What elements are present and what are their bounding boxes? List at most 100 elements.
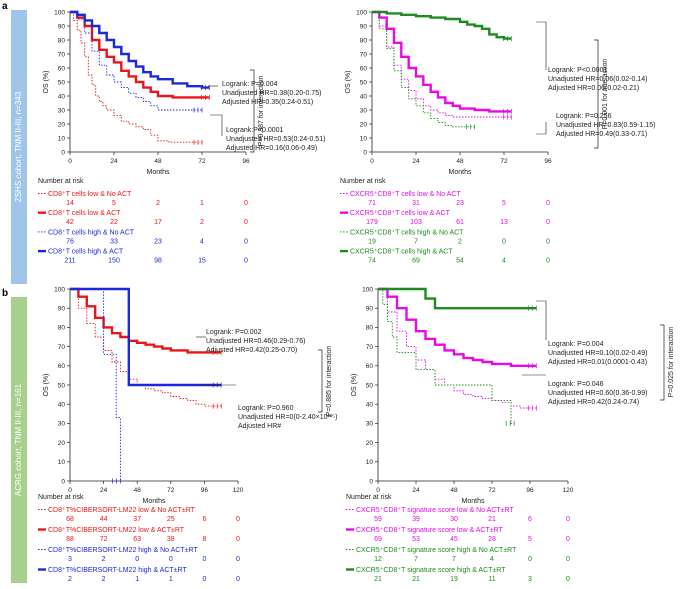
interaction-label: P=0.001 for interaction — [602, 59, 609, 130]
risk-count: 39 — [412, 516, 420, 523]
annotation-line-1-2: Unadjusted HR=0.38(0.20-0.75) — [222, 90, 321, 97]
km-curve-3 — [372, 11, 475, 128]
y-tick-label: 30 — [366, 421, 374, 428]
y-tick-label: 0 — [61, 478, 65, 485]
risk-count: 0 — [135, 556, 139, 563]
annotation-line-2-2: Unadjusted HR=0.83(0.59-1.15) — [556, 122, 655, 129]
y-tick-label: 70 — [58, 51, 66, 58]
km-curve-2 — [378, 287, 537, 367]
y-tick-label: 40 — [360, 93, 368, 100]
risk-count: 76 — [66, 238, 74, 245]
y-tick-label: 70 — [366, 344, 374, 351]
risk-count: 59 — [374, 516, 382, 523]
risk-count: 15 — [198, 258, 206, 265]
risk-count: 98 — [154, 258, 162, 265]
risk-row-label: CD8⁺T%CIBERSORT-LM22 high & No ACT±RT — [48, 547, 198, 554]
risk-count: 11 — [488, 576, 495, 583]
annotation-leader — [210, 114, 223, 136]
y-tick-label: 20 — [366, 440, 374, 447]
risk-count: 6 — [202, 516, 206, 523]
y-tick-label: 70 — [58, 344, 66, 351]
risk-count: 69 — [412, 258, 420, 265]
risk-row-label: CXCR5⁺CD8⁺T signature score low & ACT±RT — [356, 527, 503, 534]
risk-count: 7 — [414, 556, 418, 563]
risk-row-label: CD8⁺T cells low & ACT — [48, 210, 121, 217]
risk-count: 42 — [66, 219, 74, 226]
risk-count: 211 — [64, 258, 75, 265]
risk-count: 1 — [200, 200, 204, 207]
risk-row-label: CXCR5⁺CD8⁺T signature score high & No AC… — [356, 547, 517, 554]
risk-count: 0 — [244, 219, 248, 226]
y-tick-label: 90 — [58, 23, 66, 30]
risk-row-label: CD8⁺T%CIBERSORT-LM22 high & ACT±RT — [48, 567, 187, 574]
annotation-line-2-2: Unadjusted HR=0(0-2.40×10²²⁵) — [238, 414, 337, 421]
annotation-line-1-2: Unadjusted HR=0.46(0.29-0.76) — [206, 338, 305, 345]
risk-count: 23 — [154, 238, 162, 245]
y-tick-label: 40 — [58, 93, 66, 100]
cohort-label-a: ZSHS cohort, TNM II-III, n=343 — [14, 91, 23, 202]
y-tick-label: 100 — [356, 9, 367, 16]
risk-count: 68 — [66, 516, 74, 523]
y-tick-label: 20 — [58, 440, 66, 447]
y-tick-label: 0 — [61, 149, 65, 156]
x-tick-label: 0 — [370, 158, 374, 165]
y-tick-label: 20 — [360, 121, 368, 128]
x-tick-label: 96 — [544, 158, 552, 165]
y-axis-label: OS (%) — [351, 374, 358, 397]
risk-count: 0 — [546, 238, 550, 245]
x-axis-label: Months — [462, 498, 485, 505]
risk-count: 0 — [236, 516, 240, 523]
y-tick-label: 90 — [360, 23, 368, 30]
y-tick-label: 50 — [366, 382, 374, 389]
risk-count: 2 — [200, 219, 204, 226]
risk-count: 4 — [502, 258, 506, 265]
risk-row-label: CXCR5⁺CD8⁺T cells high & ACT — [350, 249, 453, 256]
risk-count: 38 — [167, 536, 175, 543]
x-tick-label: 48 — [456, 158, 464, 165]
risk-count: 0 — [236, 576, 240, 583]
annotation-line-2-1: Logrank: P=0.256 — [556, 113, 612, 120]
risk-count: 30 — [450, 516, 458, 523]
km-curve-2 — [70, 287, 222, 354]
risk-row-label: CXCR5⁺CD8⁺T signature score high & ACT±R… — [356, 567, 506, 574]
x-tick-label: 96 — [201, 487, 209, 494]
risk-count: 61 — [456, 219, 464, 226]
risk-count: 0 — [244, 258, 248, 265]
cohort-band-a — [11, 10, 27, 284]
interaction-bracket — [660, 324, 665, 401]
annotation-line-1-1: Logrank: P<0.0001 — [548, 67, 607, 74]
x-tick-label: 48 — [134, 487, 142, 494]
y-tick-label: 80 — [58, 325, 66, 332]
risk-count: 0 — [566, 576, 570, 583]
x-axis-label: Months — [449, 169, 472, 176]
risk-count: 2 — [458, 238, 462, 245]
km-curve-1 — [70, 11, 202, 143]
annotation-line-1-2: Unadjusted HR=0.10(0.02-0.49) — [548, 350, 647, 357]
y-axis-label: OS (%) — [345, 71, 352, 94]
risk-count: 150 — [108, 258, 120, 265]
risk-row-label: CXCR5⁺CD8⁺T cells high & No ACT — [350, 229, 464, 236]
risk-count: 72 — [100, 536, 108, 543]
risk-count: 2 — [102, 576, 106, 583]
km-curve-2 — [70, 10, 210, 99]
x-tick-label: 48 — [154, 158, 162, 165]
y-tick-label: 90 — [366, 306, 374, 313]
km-curve-1 — [372, 11, 512, 118]
annotation-line-2-3: Adjusted HR=0.49(0.33-0.71) — [556, 131, 647, 138]
y-tick-label: 10 — [360, 135, 368, 142]
risk-count: 2 — [68, 576, 72, 583]
y-tick-label: 100 — [54, 286, 65, 293]
risk-row-label: CD8⁺T%CIBERSORT-LM22 low & ACT±RT — [48, 527, 185, 534]
y-tick-label: 20 — [58, 121, 66, 128]
risk-table-title: Number at risk — [340, 178, 386, 185]
risk-row-label: CXCR5⁺CD8⁺T signature score low & No ACT… — [356, 507, 514, 514]
risk-count: 37 — [133, 516, 141, 523]
km-curve-2 — [372, 10, 512, 113]
risk-count: 33 — [110, 238, 118, 245]
x-tick-label: 0 — [68, 158, 72, 165]
km-curve-4 — [70, 10, 210, 89]
y-tick-label: 50 — [58, 79, 66, 86]
risk-count: 2 — [102, 556, 106, 563]
risk-table-title: Number at risk — [346, 494, 392, 501]
cohort-band-b — [11, 297, 27, 583]
